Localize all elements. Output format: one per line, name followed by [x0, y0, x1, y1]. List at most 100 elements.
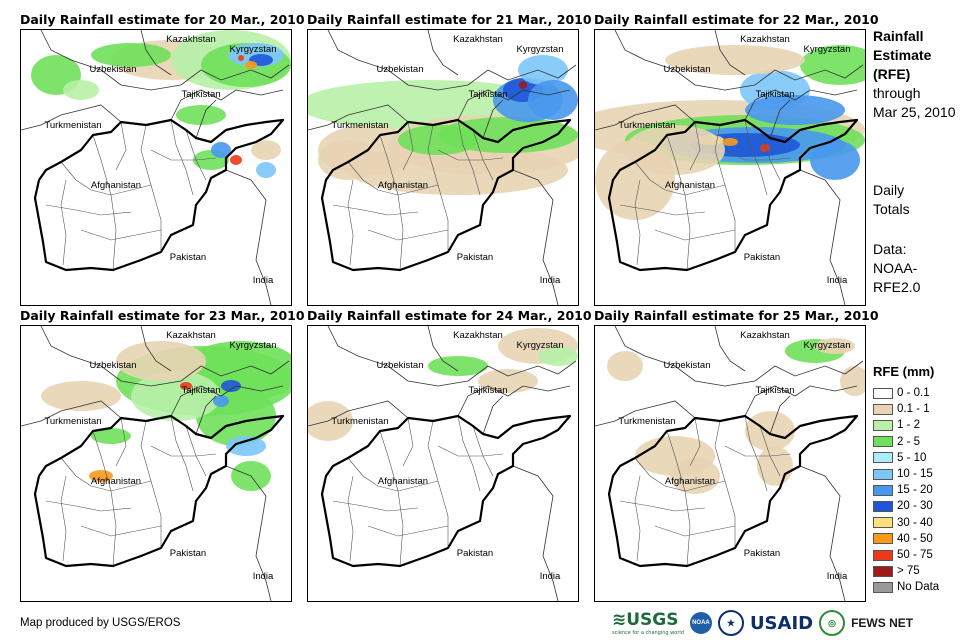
- rainfall-patch: [245, 61, 257, 69]
- legend-swatch: [873, 419, 893, 431]
- country-label: Kyrgyzstan: [230, 44, 277, 55]
- province-boundary: [427, 124, 449, 252]
- province-boundary: [80, 525, 162, 537]
- country-label: Turkmenistan: [331, 416, 388, 427]
- rainfall-patch: [318, 140, 378, 180]
- country-border: [40, 326, 290, 387]
- afghanistan-border: [607, 414, 859, 568]
- country-border: [457, 385, 571, 417]
- country-border: [195, 99, 217, 139]
- legend-swatch: [873, 484, 893, 496]
- rainfall-patch: [226, 436, 266, 456]
- country-label: Kyrgyzstan: [804, 340, 851, 351]
- province-boundary: [60, 475, 67, 562]
- rainfall-patch: [607, 351, 643, 381]
- province-boundary: [92, 134, 117, 271]
- province-boundary: [170, 119, 194, 196]
- country-label: Tajikistan: [755, 89, 794, 100]
- province-boundary: [45, 500, 132, 512]
- country-label: India: [540, 571, 561, 582]
- country-label: Uzbekistan: [90, 360, 137, 371]
- province-boundary: [654, 229, 736, 241]
- country-label: Tajikistan: [181, 385, 220, 396]
- province-boundary: [744, 119, 768, 196]
- rainfall-patch: [815, 338, 855, 354]
- rainfall-patch: [670, 458, 720, 494]
- rainfall-map-svg: Kazakhstan Kyrgyzstan Uzbekistan Tajikistan…: [308, 30, 578, 305]
- sidebar-title-line: Estimate: [873, 47, 932, 63]
- country-label: Tajikistan: [468, 89, 507, 100]
- legend-title: RFE (mm): [873, 364, 935, 379]
- legend-label: 0 - 0.1: [897, 387, 930, 399]
- province-boundary: [619, 500, 706, 512]
- rainfall-patch: [91, 428, 131, 444]
- rainfall-patch: [398, 125, 478, 155]
- legend-label: No Data: [897, 581, 940, 594]
- legend-swatch: [873, 565, 893, 577]
- province-boundary: [724, 445, 791, 457]
- province-boundary: [666, 134, 691, 271]
- panel-title: Daily Rainfall estimate for 23 Mar., 201…: [20, 308, 305, 323]
- province-boundary: [402, 121, 414, 171]
- country-label: Uzbekistan: [664, 64, 711, 75]
- rainfall-map-panel: Daily Rainfall estimate for 20 Mar., 201…: [20, 12, 305, 309]
- noaa-logo-text: NOAA: [692, 620, 710, 626]
- province-boundary: [80, 229, 162, 241]
- country-label: Pakistan: [457, 548, 493, 559]
- legend-item: 15 - 20: [873, 482, 933, 498]
- country-border: [482, 395, 504, 435]
- rainfall-map-panel: Daily Rainfall estimate for 23 Mar., 201…: [20, 308, 305, 605]
- country-label: Turkmenistan: [618, 120, 675, 131]
- rainfall-map-panel: Daily Rainfall estimate for 24 Mar., 201…: [307, 308, 592, 605]
- legend-item: 1 - 2: [873, 417, 920, 433]
- rainfall-map-svg: Kazakhstan Kyrgyzstan Uzbekistan Tajikistan…: [308, 326, 578, 601]
- afghanistan-border: [33, 118, 285, 272]
- country-label: Uzbekistan: [90, 64, 137, 75]
- country-label: Tajikistan: [468, 385, 507, 396]
- rainfall-map-panel: Daily Rainfall estimate for 22 Mar., 201…: [594, 12, 879, 309]
- country-border: [140, 30, 172, 76]
- legend-swatch: [873, 581, 893, 593]
- province-boundary: [367, 525, 449, 537]
- rainfall-field: [31, 30, 291, 178]
- country-label: Afghanistan: [665, 476, 715, 487]
- country-border: [140, 326, 172, 372]
- sidebar-title-line: (RFE): [873, 66, 911, 82]
- rainfall-map: Kazakhstan Kyrgyzstan Uzbekistan Tajikistan…: [594, 325, 866, 602]
- rainfall-map: Kazakhstan Kyrgyzstan Uzbekistan Tajikistan…: [307, 325, 579, 602]
- rainfall-map-panel: Daily Rainfall estimate for 21 Mar., 201…: [307, 12, 592, 309]
- country-label: Kazakhstan: [453, 330, 503, 341]
- province-boundary: [170, 415, 194, 492]
- noaa-logo: NOAA: [689, 612, 712, 634]
- province-boundary: [654, 525, 736, 537]
- country-label: Kazakhstan: [166, 34, 216, 45]
- afghanistan-border: [607, 118, 859, 272]
- rainfall-patch: [221, 380, 241, 392]
- rainfall-map: Kazakhstan Kyrgyzstan Uzbekistan Tajikistan…: [20, 29, 292, 306]
- country-label: Pakistan: [170, 252, 206, 263]
- country-border: [308, 400, 409, 427]
- country-label: India: [253, 275, 274, 286]
- rainfall-map-svg: Kazakhstan Kyrgyzstan Uzbekistan Tajikistan…: [21, 30, 291, 305]
- panel-title: Daily Rainfall estimate for 25 Mar., 201…: [594, 308, 879, 323]
- country-label: Tajikistan: [181, 89, 220, 100]
- legend-label: 15 - 20: [897, 484, 933, 497]
- country-border: [744, 385, 858, 417]
- rainfall-patch: [745, 411, 795, 451]
- province-boundary: [347, 179, 354, 266]
- rainfall-patch: [665, 45, 805, 75]
- usaid-logo: USAID: [749, 612, 814, 634]
- usgs-logo-text: USGS: [626, 610, 679, 630]
- province-boundary: [457, 119, 481, 196]
- province-boundary: [714, 124, 736, 252]
- legend-item: 40 - 50: [873, 531, 933, 547]
- rainfall-map-svg: Kazakhstan Kyrgyzstan Uzbekistan Tajikistan…: [21, 326, 291, 601]
- legend-heading: Rainfall Estimate (RFE): [873, 27, 931, 84]
- rainfall-patch: [760, 144, 770, 152]
- legend-item: 30 - 40: [873, 515, 933, 531]
- rainfall-patch: [238, 55, 244, 61]
- province-boundary: [724, 149, 791, 161]
- rainfall-patch: [538, 346, 578, 366]
- province-boundary: [427, 420, 449, 548]
- country-border: [799, 169, 846, 305]
